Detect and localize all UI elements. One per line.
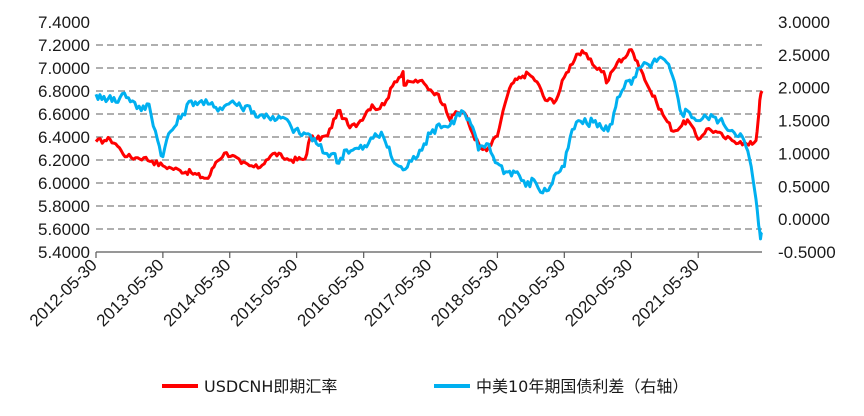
y-right-tick-label: 0.5000 <box>778 177 830 196</box>
x-tick-label: 2013-05-30 <box>93 255 168 330</box>
legend: USDCNH即期汇率 中美10年期国债利差（右轴） <box>162 377 688 396</box>
y-left-tick-label: 5.4000 <box>38 243 90 262</box>
x-tick-label: 2015-05-30 <box>227 255 302 330</box>
y-left-tick-label: 6.8000 <box>38 82 90 101</box>
x-tick-label: 2017-05-30 <box>360 255 435 330</box>
legend-item-rate-spread-label: 中美10年期国债利差（右轴） <box>476 377 688 396</box>
x-tick-label: 2020-05-30 <box>561 255 636 330</box>
y-right-tick-label: -0.5000 <box>778 243 836 262</box>
series-line-rate-spread <box>94 55 763 241</box>
series-lines <box>94 48 764 241</box>
x-tick-label: 2014-05-30 <box>160 255 235 330</box>
y-right-tick-label: 0.0000 <box>778 210 830 229</box>
y-right-tick-label: 1.5000 <box>778 112 830 131</box>
x-tick-label: 2019-05-30 <box>494 255 569 330</box>
y-right-tick-label: 2.5000 <box>778 46 830 65</box>
y-left-tick-label: 6.2000 <box>38 151 90 170</box>
y-left-tick-label: 5.8000 <box>38 197 90 216</box>
y-right-tick-label: 2.0000 <box>778 79 830 98</box>
y-left-tick-label: 6.0000 <box>38 174 90 193</box>
x-tick-label: 2012-05-30 <box>26 255 101 330</box>
y-left-tick-label: 6.6000 <box>38 105 90 124</box>
y-left-tick-label: 6.4000 <box>38 128 90 147</box>
legend-item-usdcnh-label: USDCNH即期汇率 <box>204 377 337 396</box>
series-line-usdcnh <box>94 48 764 180</box>
x-tick-label: 2018-05-30 <box>427 255 502 330</box>
x-tick-label: 2021-05-30 <box>628 255 703 330</box>
x-tick-label: 2016-05-30 <box>294 255 369 330</box>
y-left-tick-label: 7.2000 <box>38 36 90 55</box>
axes: 7.4000 7.2000 7.0000 6.8000 6.6000 6.4000 6.20… <box>26 13 836 330</box>
y-left-tick-label: 7.4000 <box>38 13 90 32</box>
y-right-tick-label: 3.0000 <box>778 13 830 32</box>
y-left-tick-label: 7.0000 <box>38 59 90 78</box>
y-right-tick-label: 1.0000 <box>778 144 830 163</box>
y-left-tick-label: 5.6000 <box>38 220 90 239</box>
